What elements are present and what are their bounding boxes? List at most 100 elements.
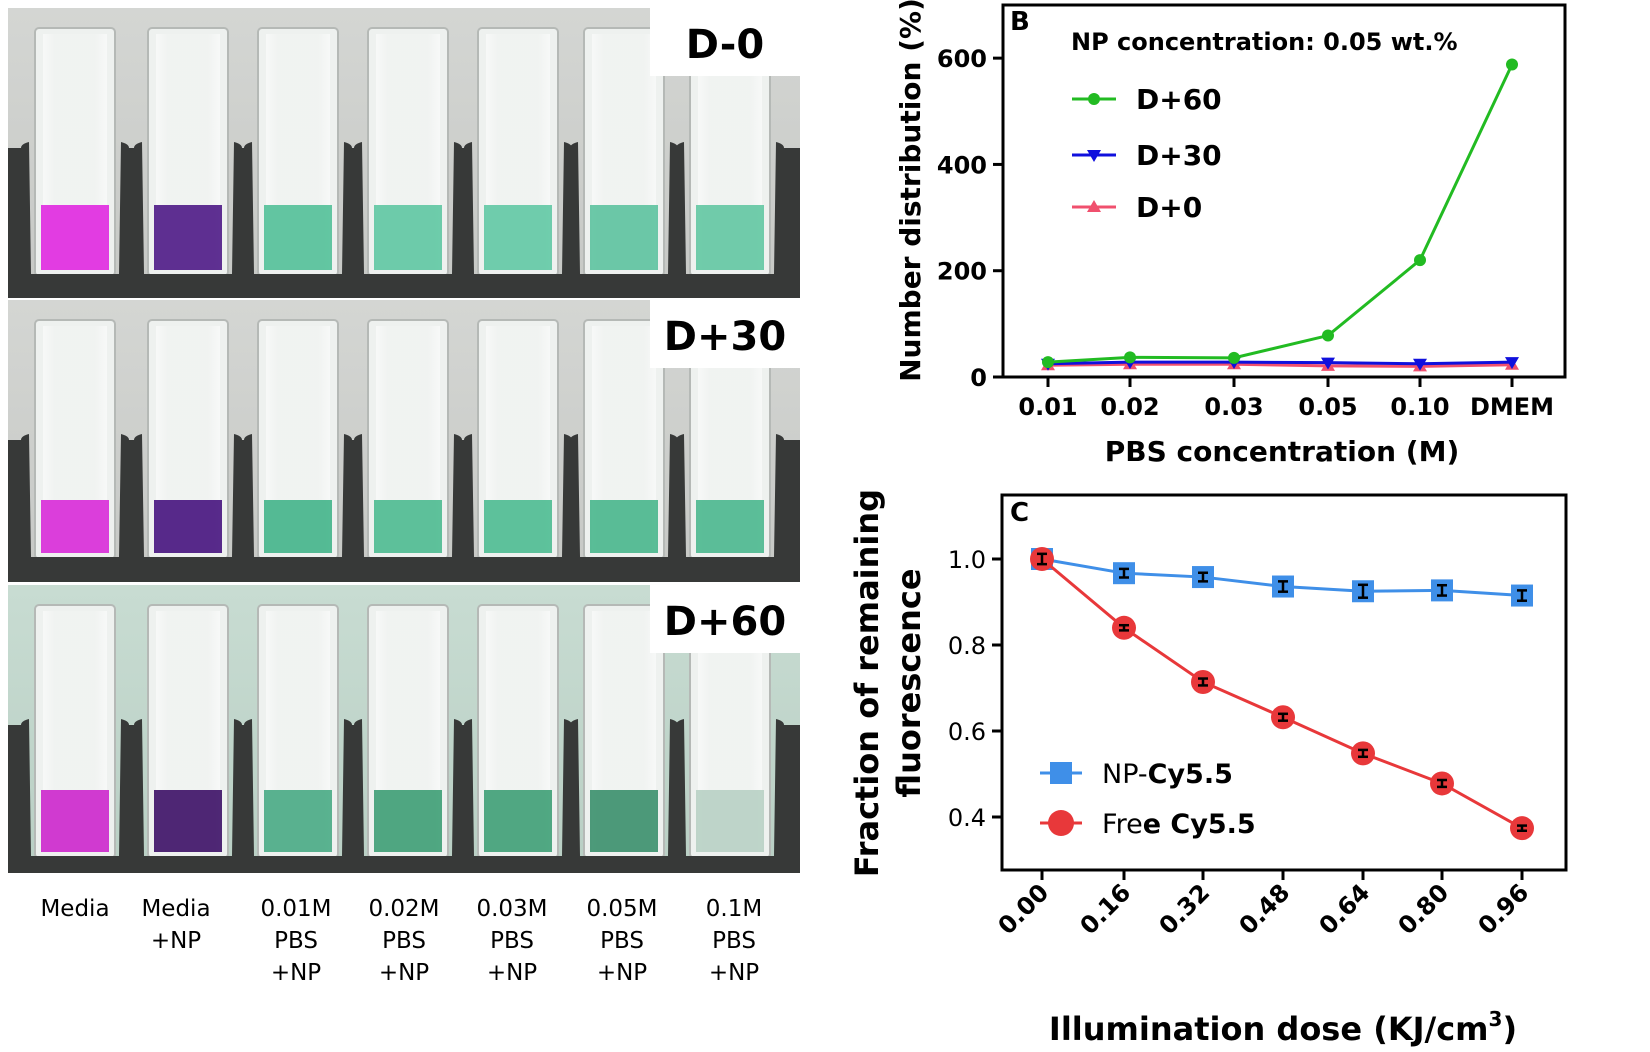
x-tick-label: 0.05	[1298, 393, 1357, 421]
caption-line: +NP	[709, 960, 759, 986]
caption-line: 0.05M	[586, 896, 657, 922]
y-axis-title-line2: fluorescence	[890, 568, 928, 797]
x-title-main: Illumination dose (KJ/cm	[1049, 1010, 1489, 1048]
x-tick-label: 0.16	[1075, 878, 1137, 940]
label-background	[650, 585, 800, 653]
caption-line: PBS	[600, 928, 644, 954]
legend-swatch-marker	[1050, 762, 1072, 784]
caption-line: PBS	[490, 928, 534, 954]
plot-frame	[1001, 3, 1567, 379]
legend-label: D+60	[1136, 83, 1222, 116]
panel-c-chart: C 0.4 0.6 0.8 1.0 0.00 0.16 0.32 0.48 0.64 0.80 0.9…	[848, 489, 1568, 1048]
caption-line: PBS	[274, 928, 318, 954]
caption-line: +NP	[379, 960, 429, 986]
x-tick-label: 0.48	[1234, 878, 1296, 940]
data-point	[1413, 358, 1427, 371]
caption-line: +NP	[151, 928, 201, 954]
cuvette-liquid	[484, 790, 552, 852]
cuvette-liquid	[590, 500, 658, 553]
x-tick-label: 0.32	[1154, 878, 1216, 940]
x-tick-label: 0.10	[1390, 393, 1449, 421]
cuvette-liquid	[696, 500, 764, 553]
panel-b-chart: B 0 200 400 600 0.01 0.02 0.03 0.05 0.10 DMEM PBS c…	[894, 0, 1567, 468]
error-bar	[1198, 571, 1208, 583]
error-bar	[1437, 778, 1447, 789]
error-bar	[1358, 583, 1368, 599]
cuvette-liquid	[484, 500, 552, 553]
caption-1: Media +NP	[141, 896, 210, 954]
legend: NP-Cy5.5 Free Cy5.5	[1040, 759, 1256, 840]
photo-row-0: D-0	[8, 8, 800, 298]
caption-line: +NP	[271, 960, 321, 986]
y-tick-label: 1.0	[948, 546, 986, 574]
legend-label: NP-Cy5.5	[1102, 759, 1233, 790]
caption-line: +NP	[597, 960, 647, 986]
cuvette-liquid	[696, 790, 764, 852]
x-tick-label: 0.03	[1204, 393, 1263, 421]
caption-2: 0.01M PBS +NP	[260, 896, 331, 986]
series-line	[1047, 63, 1514, 364]
data-point	[1228, 351, 1240, 364]
series-D+60	[1042, 58, 1518, 369]
caption-line: 0.03M	[476, 896, 547, 922]
error-bar	[1119, 623, 1129, 632]
legend-label: D+30	[1136, 139, 1222, 172]
cuvette-liquid	[264, 500, 332, 553]
foam-holder	[8, 434, 800, 582]
x-axis-title: Illumination dose (KJ/cm3)	[1049, 1007, 1517, 1048]
cuvette-liquid	[374, 500, 442, 553]
y-tick-label: 0.8	[948, 632, 986, 660]
row-label-box: D-0	[650, 8, 800, 76]
error-bar	[1037, 552, 1047, 566]
x-axis-title: PBS concentration (M)	[1105, 435, 1460, 468]
photo-row-2: D+60	[8, 585, 800, 873]
error-bar	[1119, 567, 1129, 579]
caption-3: 0.02M PBS +NP	[368, 896, 439, 986]
cuvette-liquid	[696, 205, 764, 270]
legend-label-bold: e Cy5.5	[1143, 809, 1256, 840]
panel-c-label: C	[1010, 498, 1029, 528]
cuvette-liquid	[590, 790, 658, 852]
data-point	[1321, 357, 1335, 370]
x-tick-label: 0.01	[1018, 393, 1077, 421]
foam-holder	[8, 719, 800, 873]
panel-a-photo: A D-0D+30D+60 MediaMedia+NP0.01MPBS+NP0.…	[0, 0, 800, 986]
cuvette-liquid	[374, 205, 442, 270]
cuvette-liquid	[154, 790, 222, 852]
error-bar	[1517, 824, 1527, 833]
error-bar	[1517, 589, 1527, 602]
data-point	[1042, 356, 1054, 369]
legend-label-plain: Fre	[1102, 809, 1143, 840]
row-label-box: D+60	[650, 585, 800, 653]
legend-label: Free Cy5.5	[1102, 809, 1256, 840]
cuvette-liquid	[41, 500, 109, 553]
cuvette-liquid	[374, 790, 442, 852]
y-tick-label: 600	[937, 45, 987, 73]
row-label: D-0	[686, 22, 764, 68]
legend-label: D+0	[1136, 191, 1202, 224]
foam-holder	[8, 142, 800, 298]
legend-swatch-marker	[1048, 810, 1074, 836]
caption-line: Media	[141, 896, 210, 922]
caption-line: PBS	[382, 928, 426, 954]
cuvette-liquid	[264, 790, 332, 852]
caption-5: 0.05M PBS +NP	[586, 896, 657, 986]
data-point	[1124, 351, 1136, 364]
legend-swatch-marker	[1087, 150, 1101, 162]
y-tick-label: 0.4	[948, 804, 986, 832]
panel-b-label: B	[1010, 7, 1030, 37]
error-bar	[1278, 712, 1288, 722]
error-bar	[1278, 580, 1288, 593]
cuvette-liquid	[154, 500, 222, 553]
series-Free Cy5.5	[1030, 547, 1534, 841]
row-label: D+30	[664, 314, 786, 360]
x-title-end: )	[1502, 1010, 1517, 1048]
cuvette-liquid	[154, 205, 222, 270]
cuvette-liquid	[590, 205, 658, 270]
x-tick-label: 0.00	[993, 878, 1055, 940]
caption-4: 0.03M PBS +NP	[476, 896, 547, 986]
error-bar	[1437, 583, 1447, 597]
legend-swatch-marker	[1088, 93, 1100, 105]
y-tick-label: 0	[970, 364, 987, 392]
cuvette-liquid	[484, 205, 552, 270]
